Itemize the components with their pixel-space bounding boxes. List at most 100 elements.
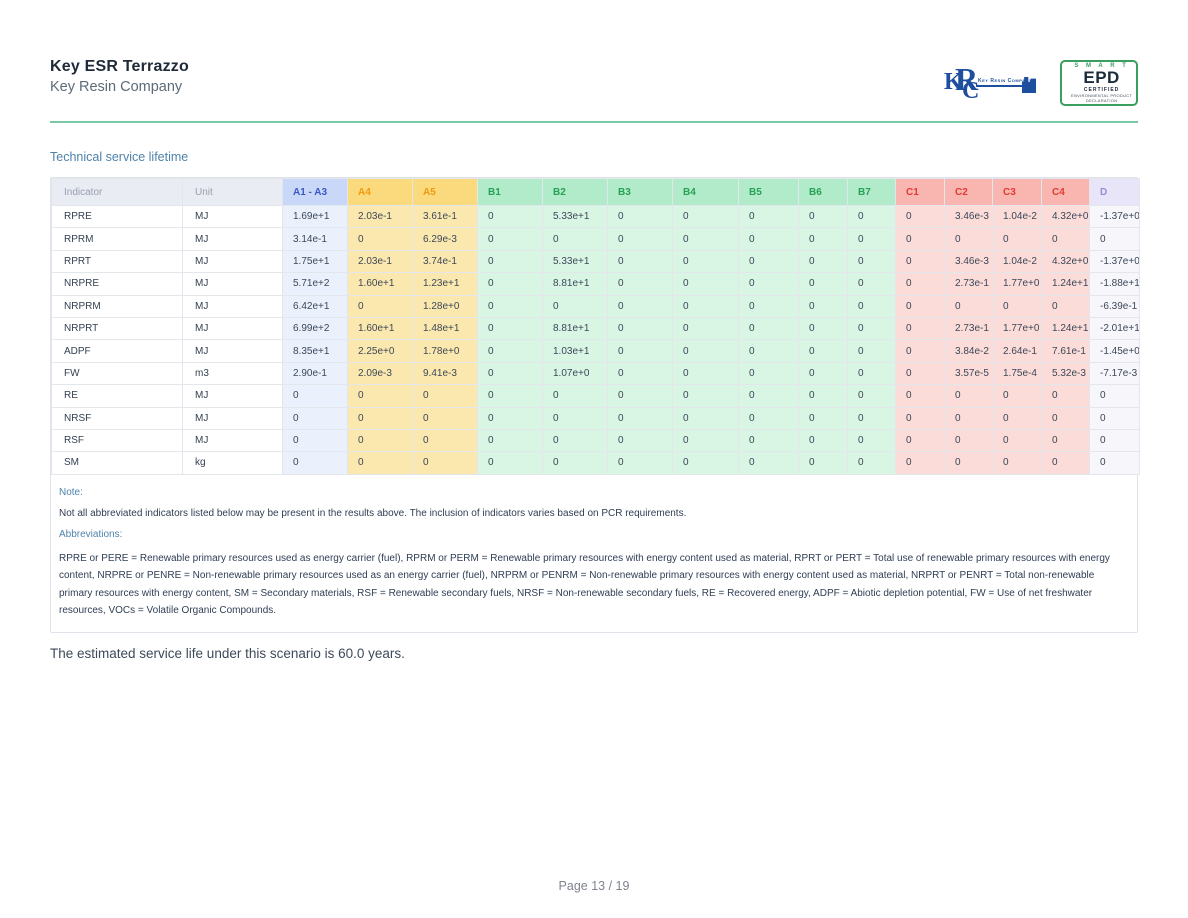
column-header-b2: B2 (542, 178, 608, 206)
value-cell-a1-a3: 6.42e+1 (282, 294, 348, 318)
lifecycle-results-table: Indicator Unit A1 - A3 A4 A5 B1 B2 B3 B4 B5 B6 B7 C1… (51, 178, 1140, 475)
unit-cell: m3 (182, 361, 283, 386)
column-header-b5: B5 (738, 178, 799, 206)
table-row: NRPRT MJ 6.99e+2 1.60e+1 1.48e+1 0 8.81e+1 0 0 0 0… (51, 316, 1140, 341)
value-cell-d: -2.01e+1 (1089, 316, 1140, 341)
value-cell-c3: 0 (992, 406, 1042, 430)
value-cell-c3: 1.77e+0 (992, 272, 1042, 296)
column-header-a1-a3: A1 - A3 (282, 178, 348, 206)
value-cell-c3: 1.04e-2 (992, 249, 1042, 274)
value-cell-a1-a3: 2.90e-1 (282, 361, 348, 386)
value-cell-c4: 4.32e+0 (1041, 249, 1090, 274)
indicator-cell: RSF (51, 428, 183, 453)
value-cell-b4: 0 (672, 361, 739, 386)
value-cell-d: 0 (1089, 406, 1140, 430)
krc-company-text: Key Resin Company (978, 78, 1033, 84)
value-cell-b5: 0 (738, 384, 799, 408)
indicator-cell: NRPRM (51, 294, 183, 318)
value-cell-a1-a3: 0 (282, 406, 348, 430)
value-cell-c2: 3.46e-3 (944, 204, 993, 229)
column-header-a4: A4 (347, 178, 413, 206)
value-cell-a1-a3: 0 (282, 384, 348, 408)
value-cell-b7: 0 (847, 361, 896, 386)
column-header-indicator: Indicator (51, 178, 183, 206)
unit-cell: MJ (182, 204, 283, 229)
value-cell-d: -1.37e+0 (1089, 204, 1140, 229)
value-cell-b1: 0 (477, 272, 543, 296)
value-cell-b5: 0 (738, 406, 799, 430)
value-cell-b3: 0 (607, 249, 673, 274)
smart-label: S M A R T (1074, 62, 1129, 69)
value-cell-c4: 0 (1041, 227, 1090, 251)
unit-cell: MJ (182, 316, 283, 341)
document-header: Key ESR Terrazzo Key Resin Company K R C… (50, 58, 1138, 106)
smart-epd-certified-logo: S M A R T EPD CERTIFIED ENVIRONMENTAL PR… (1060, 60, 1138, 106)
value-cell-d: 0 (1089, 384, 1140, 408)
table-body: RPRE MJ 1.69e+1 2.03e-1 3.61e-1 0 5.33e+1 0 0 0 0 0… (51, 204, 1140, 475)
value-cell-b3: 0 (607, 227, 673, 251)
indicator-cell: RPRM (51, 227, 183, 251)
value-cell-b4: 0 (672, 204, 739, 229)
value-cell-c3: 0 (992, 451, 1042, 475)
value-cell-c2: 0 (944, 294, 993, 318)
value-cell-b7: 0 (847, 316, 896, 341)
value-cell-b2: 0 (542, 227, 608, 251)
value-cell-b6: 0 (798, 204, 848, 229)
indicator-cell: ADPF (51, 339, 183, 363)
value-cell-b5: 0 (738, 339, 799, 363)
logo-area: K R C Key Resin Company (944, 60, 1138, 106)
value-cell-c1: 0 (895, 451, 945, 475)
value-cell-c1: 0 (895, 406, 945, 430)
value-cell-b1: 0 (477, 451, 543, 475)
unit-cell: MJ (182, 406, 283, 430)
value-cell-b2: 5.33e+1 (542, 204, 608, 229)
column-header-c2: C2 (944, 178, 993, 206)
value-cell-a5: 1.78e+0 (412, 339, 478, 363)
value-cell-b2: 0 (542, 451, 608, 475)
value-cell-a4: 2.03e-1 (347, 204, 413, 229)
value-cell-b7: 0 (847, 428, 896, 453)
unit-cell: MJ (182, 227, 283, 251)
value-cell-c4: 1.24e+1 (1041, 272, 1090, 296)
value-cell-b1: 0 (477, 428, 543, 453)
value-cell-b4: 0 (672, 227, 739, 251)
value-cell-a5: 0 (412, 384, 478, 408)
value-cell-c1: 0 (895, 316, 945, 341)
table-row: RPRT MJ 1.75e+1 2.03e-1 3.74e-1 0 5.33e+1 0 0 0 0 0… (51, 249, 1140, 274)
value-cell-a5: 1.48e+1 (412, 316, 478, 341)
table-row: ADPF MJ 8.35e+1 2.25e+0 1.78e+0 0 1.03e+1 0 0 0 0 0… (51, 339, 1140, 363)
epd-sub-line2: DECLARATION (1085, 98, 1118, 104)
value-cell-d: 0 (1089, 428, 1140, 453)
value-cell-b6: 0 (798, 316, 848, 341)
table-row: FW m3 2.90e-1 2.09e-3 9.41e-3 0 1.07e+0 0 0 0 0 0 0 3… (51, 361, 1140, 386)
value-cell-c2: 0 (944, 406, 993, 430)
value-cell-a5: 0 (412, 428, 478, 453)
indicator-cell: NRPRE (51, 272, 183, 296)
value-cell-a5: 1.28e+0 (412, 294, 478, 318)
value-cell-a4: 0 (347, 384, 413, 408)
value-cell-b5: 0 (738, 227, 799, 251)
value-cell-c2: 0 (944, 451, 993, 475)
value-cell-b4: 0 (672, 451, 739, 475)
value-cell-b1: 0 (477, 384, 543, 408)
value-cell-c3: 0 (992, 294, 1042, 318)
value-cell-c4: 0 (1041, 428, 1090, 453)
unit-cell: MJ (182, 384, 283, 408)
column-header-b3: B3 (607, 178, 673, 206)
value-cell-a1-a3: 1.75e+1 (282, 249, 348, 274)
value-cell-b6: 0 (798, 272, 848, 296)
value-cell-c4: 4.32e+0 (1041, 204, 1090, 229)
value-cell-b2: 0 (542, 294, 608, 318)
value-cell-b4: 0 (672, 272, 739, 296)
value-cell-b5: 0 (738, 272, 799, 296)
header-divider (50, 121, 1138, 123)
value-cell-b2: 5.33e+1 (542, 249, 608, 274)
value-cell-b6: 0 (798, 249, 848, 274)
indicator-cell: RPRT (51, 249, 183, 274)
value-cell-b1: 0 (477, 249, 543, 274)
table-row: RE MJ 0 0 0 0 0 0 0 0 0 0 0 0 0 0 0 (51, 384, 1140, 408)
krc-letter-c: C (962, 78, 980, 104)
value-cell-c2: 2.73e-1 (944, 316, 993, 341)
value-cell-c4: 0 (1041, 451, 1090, 475)
value-cell-b7: 0 (847, 227, 896, 251)
